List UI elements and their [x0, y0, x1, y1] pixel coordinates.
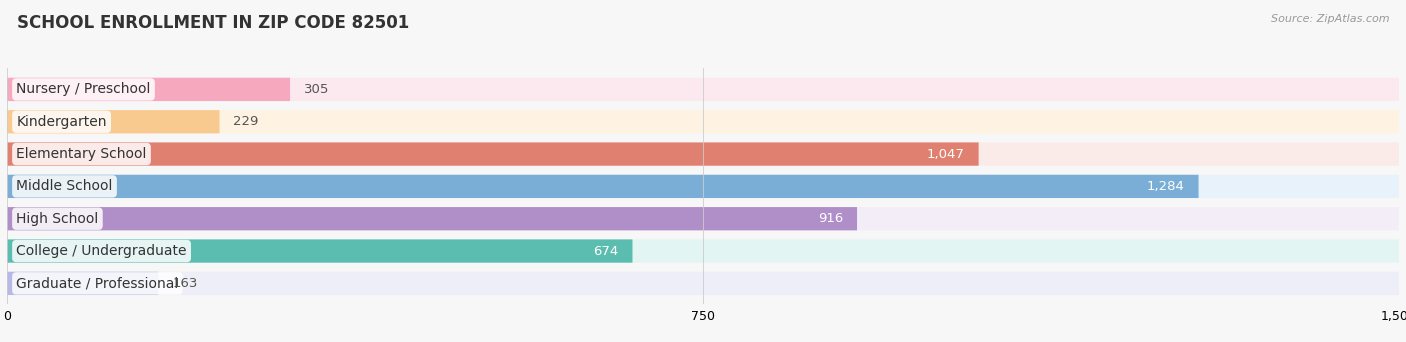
FancyBboxPatch shape — [7, 175, 1399, 198]
FancyBboxPatch shape — [7, 207, 1399, 231]
Text: Elementary School: Elementary School — [17, 147, 146, 161]
FancyBboxPatch shape — [7, 142, 979, 166]
FancyBboxPatch shape — [7, 272, 1399, 295]
Text: College / Undergraduate: College / Undergraduate — [17, 244, 187, 258]
FancyBboxPatch shape — [7, 175, 1198, 198]
FancyBboxPatch shape — [7, 142, 1399, 166]
Text: High School: High School — [17, 212, 98, 226]
FancyBboxPatch shape — [7, 78, 1399, 101]
FancyBboxPatch shape — [7, 78, 290, 101]
Text: 305: 305 — [304, 83, 329, 96]
Text: Middle School: Middle School — [17, 180, 112, 193]
Text: Source: ZipAtlas.com: Source: ZipAtlas.com — [1271, 14, 1389, 24]
Text: 674: 674 — [593, 245, 619, 258]
FancyBboxPatch shape — [7, 239, 633, 263]
Text: Graduate / Professional: Graduate / Professional — [17, 276, 179, 290]
Text: 229: 229 — [233, 115, 259, 128]
FancyBboxPatch shape — [7, 207, 858, 231]
Text: SCHOOL ENROLLMENT IN ZIP CODE 82501: SCHOOL ENROLLMENT IN ZIP CODE 82501 — [17, 14, 409, 32]
Text: Nursery / Preschool: Nursery / Preschool — [17, 82, 150, 96]
Text: Kindergarten: Kindergarten — [17, 115, 107, 129]
FancyBboxPatch shape — [7, 110, 1399, 133]
Text: 1,047: 1,047 — [927, 147, 965, 160]
FancyBboxPatch shape — [7, 110, 219, 133]
FancyBboxPatch shape — [7, 239, 1399, 263]
Text: 916: 916 — [818, 212, 844, 225]
Text: 163: 163 — [172, 277, 198, 290]
Text: 1,284: 1,284 — [1147, 180, 1185, 193]
FancyBboxPatch shape — [7, 272, 159, 295]
